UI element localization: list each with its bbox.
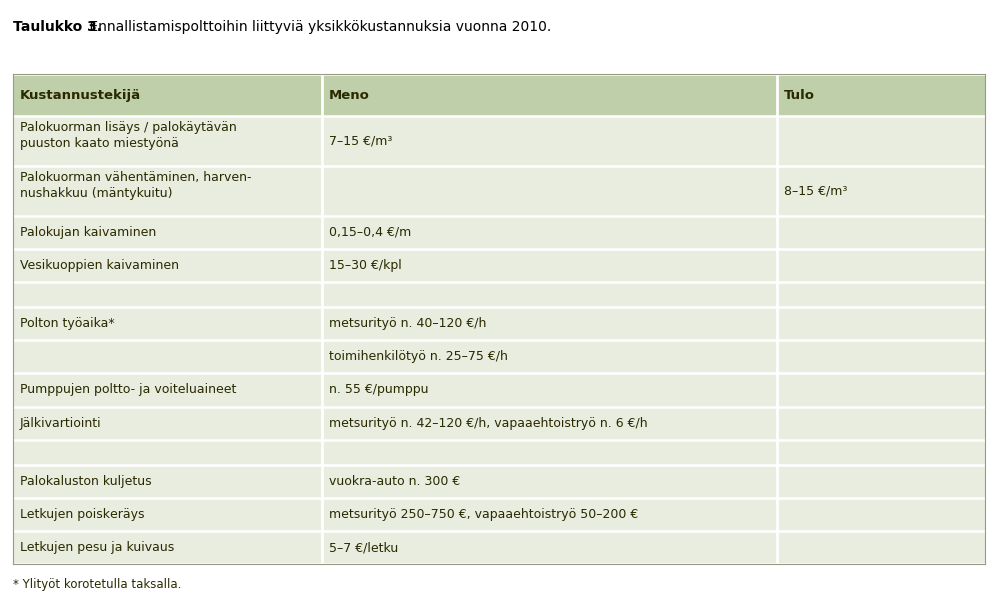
Text: Tulo: Tulo [784,88,815,102]
Text: Taulukko 3.: Taulukko 3. [13,20,102,34]
Text: Pumppujen poltto- ja voiteluaineet: Pumppujen poltto- ja voiteluaineet [20,384,237,396]
Text: Letkujen pesu ja kuivaus: Letkujen pesu ja kuivaus [20,541,175,554]
Text: metsurityö n. 42–120 €/h, vapaaehtoistryö n. 6 €/h: metsurityö n. 42–120 €/h, vapaaehtoistry… [329,417,648,429]
Text: 8–15 €/m³: 8–15 €/m³ [784,184,847,197]
Text: 15–30 €/kpl: 15–30 €/kpl [329,259,402,272]
Text: * Ylityöt korotetulla taksalla.: * Ylityöt korotetulla taksalla. [13,578,182,590]
Text: n. 55 €/pumppu: n. 55 €/pumppu [329,384,428,396]
Text: Palokuorman vähentäminen, harven-
nushakkuu (mäntykuitu): Palokuorman vähentäminen, harven- nushak… [20,171,251,199]
Text: Palokujan kaivaminen: Palokujan kaivaminen [20,226,157,239]
Text: Palokuorman lisäys / palokäytävän
puuston kaato miestyönä: Palokuorman lisäys / palokäytävän puusto… [20,121,237,150]
Text: metsurityö n. 40–120 €/h: metsurityö n. 40–120 €/h [329,317,486,330]
Text: Meno: Meno [329,88,370,102]
Text: Jälkivartiointi: Jälkivartiointi [20,417,102,429]
Text: 7–15 €/m³: 7–15 €/m³ [329,134,392,148]
Text: Letkujen poiskеräys: Letkujen poiskеräys [20,508,145,521]
Text: Ennallistamispolttoihin liittyviä yksikkökustannuksia vuonna 2010.: Ennallistamispolttoihin liittyviä yksikk… [85,20,551,34]
Text: Polton työaika*: Polton työaika* [20,317,115,330]
Text: Vesikuoppien kaivaminen: Vesikuoppien kaivaminen [20,259,179,272]
Text: Palokaluston kuljetus: Palokaluston kuljetus [20,475,152,488]
Text: vuokra-auto n. 300 €: vuokra-auto n. 300 € [329,475,460,488]
Text: metsurityö 250–750 €, vapaaehtoistryö 50–200 €: metsurityö 250–750 €, vapaaehtoistryö 50… [329,508,639,521]
Text: 0,15–0,4 €/m: 0,15–0,4 €/m [329,226,411,239]
Text: Kustannustekijä: Kustannustekijä [20,88,141,102]
Text: toimihenkilötyö n. 25–75 €/h: toimihenkilötyö n. 25–75 €/h [329,350,508,363]
Text: 5–7 €/letku: 5–7 €/letku [329,541,398,554]
